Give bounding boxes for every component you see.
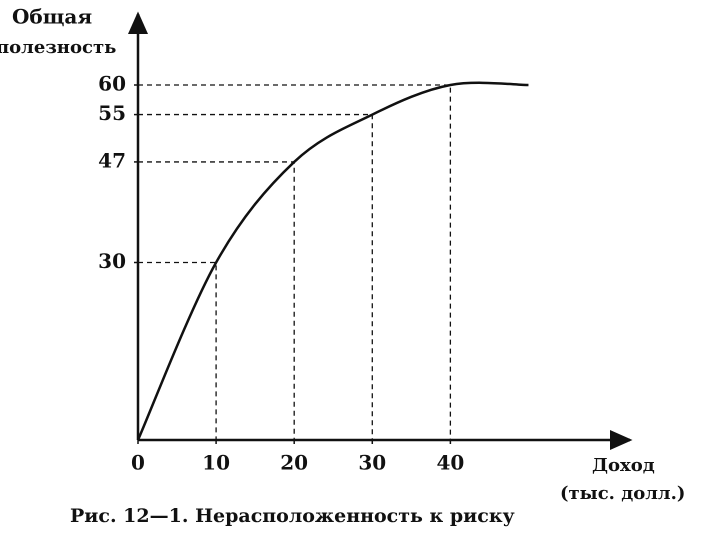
y-tick-label: 55 [98, 101, 126, 125]
x-tick-label: 10 [202, 451, 230, 475]
y-axis-label: полезность [0, 37, 116, 58]
x-axis-label: Доход [592, 455, 655, 476]
guide-line [138, 161, 295, 440]
x-tick-label: 40 [436, 451, 464, 475]
guide-line [138, 113, 373, 440]
y-tick-label: 47 [98, 148, 126, 172]
x-tick-label: 0 [131, 451, 145, 475]
x-axis-label: (тыс. долл.) [560, 483, 685, 504]
y-tick-label: 30 [98, 249, 126, 273]
x-tick-label: 30 [358, 451, 386, 475]
x-tick-label: 20 [280, 451, 308, 475]
guide-line [138, 84, 452, 440]
curve [136, 81, 529, 441]
y-tick-label: 60 [98, 72, 126, 96]
caption: Рис. 12—1. Нерасположенность к риску [70, 505, 515, 527]
y-axis-label: Общая [12, 5, 92, 29]
